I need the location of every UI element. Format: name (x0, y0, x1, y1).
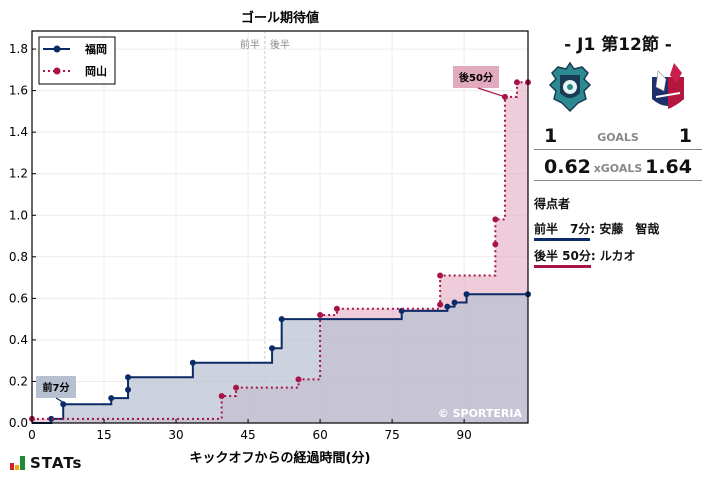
goal-annotations: 前7分 後50分 (36, 66, 506, 403)
goals-label: GOALS (597, 131, 639, 144)
x-axis-label: キックオフからの経過時間(分) (190, 450, 371, 466)
scorers-header: 得点者 (534, 197, 571, 211)
home-goals: 1 (544, 125, 558, 147)
round-title: - J1 第12節 - (564, 35, 672, 55)
svg-text:30: 30 (168, 428, 183, 442)
svg-text:0.8: 0.8 (9, 250, 28, 264)
svg-text:1.0: 1.0 (9, 208, 28, 222)
svg-text:0.6: 0.6 (9, 291, 28, 305)
team-logos (534, 61, 702, 119)
series-areas (32, 82, 528, 424)
series-lines (29, 79, 531, 424)
match-panel: - J1 第12節 - 1 GOALS 1 0.62 xGOALS 1.64 得… (534, 26, 702, 274)
xgoals-row: 0.62 xGOALS 1.64 (534, 150, 702, 181)
grid-lines (31, 31, 528, 424)
svg-text:45: 45 (240, 428, 255, 442)
scorer-time: 後半 50分 (534, 247, 591, 268)
watermark: © SPORTERIA (438, 407, 523, 420)
stats-bars-icon (10, 456, 25, 470)
svg-text:0.2: 0.2 (9, 374, 28, 388)
svg-text:1.2: 1.2 (9, 167, 28, 181)
goals-row: 1 GOALS 1 (534, 119, 702, 150)
second-half-label: 後半 (270, 38, 290, 51)
away-goals: 1 (678, 125, 692, 147)
scorers-section: 得点者 前半 7分: 安藤 智哉 後半 50分: ルカオ (534, 195, 702, 268)
svg-text:60: 60 (312, 428, 327, 442)
scorer-name: : 安藤 智哉 (590, 222, 660, 236)
scorer-item: 前半 7分: 安藤 智哉 (534, 220, 702, 241)
stats-brand-logo: STATs (10, 454, 83, 472)
svg-text:1.6: 1.6 (9, 84, 28, 98)
away-xgoals: 1.64 (645, 156, 692, 178)
xgoals-label: xGOALS (593, 162, 643, 175)
axes: 0 15 30 45 60 75 90 0.0 0.2 0.4 0.6 0.8 1.0 1.2 1.4 1.6… (9, 42, 472, 442)
svg-text:前7分: 前7分 (43, 381, 70, 394)
plot-frame (31, 30, 529, 424)
svg-text:15: 15 (96, 428, 111, 442)
svg-text:1.4: 1.4 (9, 125, 28, 139)
svg-text:0.4: 0.4 (9, 333, 28, 347)
avispa-fukuoka-crest-icon (548, 61, 592, 113)
svg-text:岡山: 岡山 (85, 64, 107, 78)
scorer-time: 前半 7分 (534, 220, 591, 241)
chart-title: ゴール期待値 (241, 10, 319, 26)
svg-text:福岡: 福岡 (84, 42, 107, 56)
svg-text:0: 0 (28, 428, 36, 442)
svg-text:75: 75 (384, 428, 399, 442)
svg-text:1.8: 1.8 (9, 42, 28, 56)
fagiano-okayama-crest-icon (652, 63, 684, 109)
svg-text:0.0: 0.0 (9, 416, 28, 430)
brand-text: STATs (30, 454, 83, 472)
scorer-item: 後半 50分: ルカオ (534, 247, 702, 268)
first-half-label: 前半 (240, 38, 260, 51)
home-xgoals: 0.62 (544, 156, 591, 178)
svg-text:後50分: 後50分 (459, 71, 493, 84)
scorer-name: : ルカオ (590, 249, 636, 263)
svg-text:90: 90 (456, 428, 471, 442)
